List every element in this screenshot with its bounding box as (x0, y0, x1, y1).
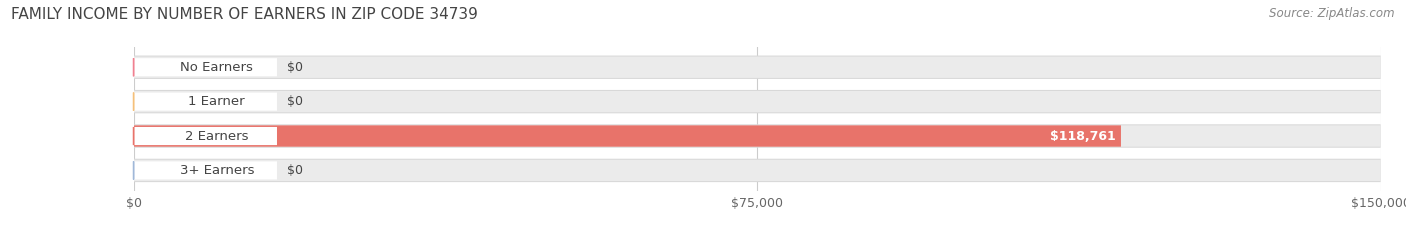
Text: $0: $0 (287, 95, 302, 108)
Text: $0: $0 (287, 164, 302, 177)
Text: $118,761: $118,761 (1050, 130, 1116, 143)
FancyBboxPatch shape (134, 91, 1381, 112)
FancyBboxPatch shape (134, 58, 277, 76)
Text: 1 Earner: 1 Earner (188, 95, 245, 108)
FancyBboxPatch shape (134, 125, 1121, 147)
Text: Source: ZipAtlas.com: Source: ZipAtlas.com (1270, 7, 1395, 20)
FancyBboxPatch shape (134, 159, 1381, 182)
FancyBboxPatch shape (134, 55, 1381, 79)
FancyBboxPatch shape (134, 161, 277, 179)
Text: $0: $0 (287, 61, 302, 74)
FancyBboxPatch shape (134, 127, 277, 145)
FancyBboxPatch shape (134, 160, 1381, 181)
FancyBboxPatch shape (134, 124, 1381, 148)
Text: FAMILY INCOME BY NUMBER OF EARNERS IN ZIP CODE 34739: FAMILY INCOME BY NUMBER OF EARNERS IN ZI… (11, 7, 478, 22)
Text: 2 Earners: 2 Earners (186, 130, 249, 143)
FancyBboxPatch shape (134, 125, 1381, 147)
Text: 3+ Earners: 3+ Earners (180, 164, 254, 177)
FancyBboxPatch shape (134, 57, 1381, 78)
FancyBboxPatch shape (134, 90, 1381, 113)
Text: No Earners: No Earners (180, 61, 253, 74)
FancyBboxPatch shape (134, 93, 277, 111)
